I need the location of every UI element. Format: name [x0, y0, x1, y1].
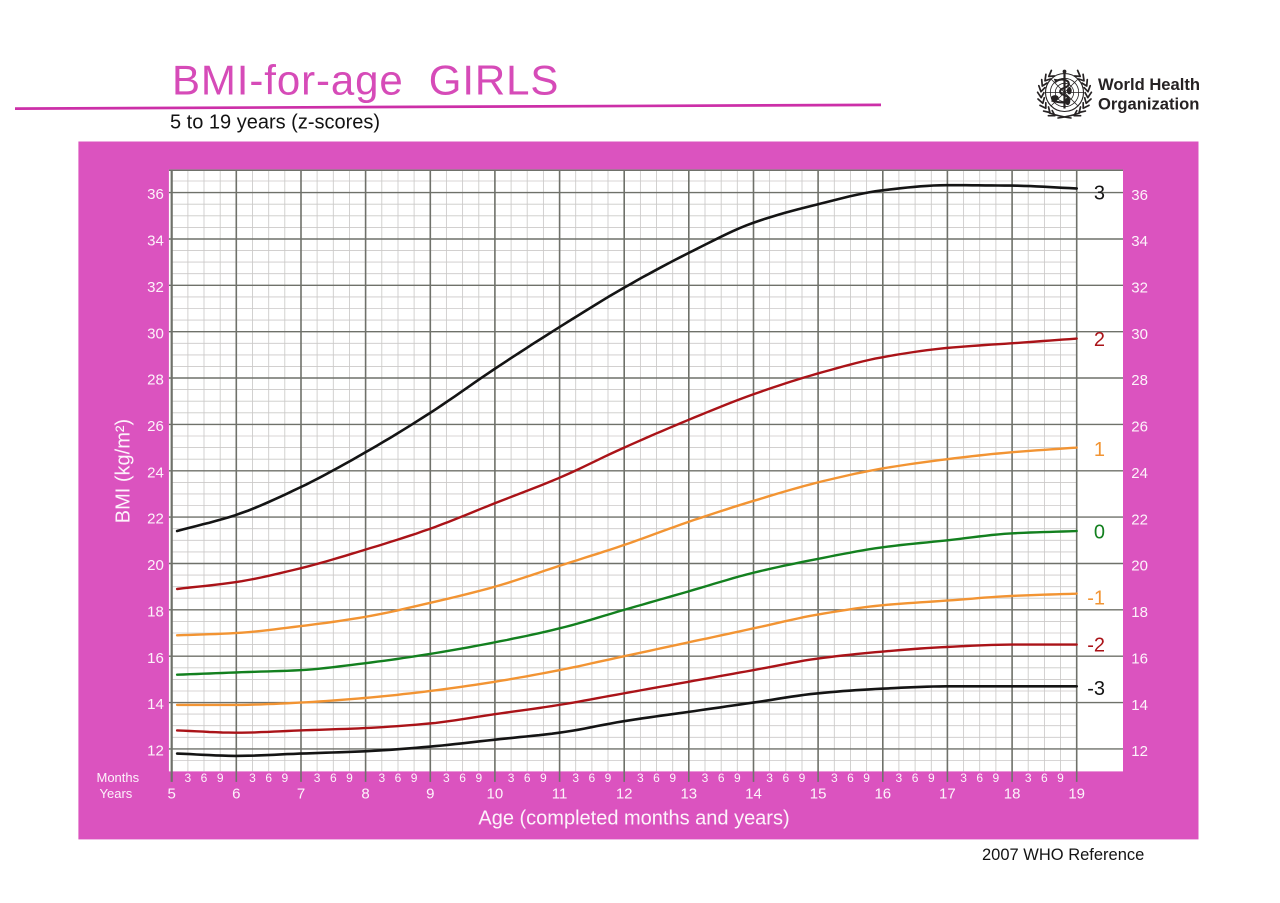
svg-text:3: 3 — [378, 771, 385, 785]
svg-text:9: 9 — [475, 771, 482, 785]
svg-text:8: 8 — [361, 786, 369, 803]
svg-text:2: 2 — [1094, 329, 1105, 351]
svg-text:6: 6 — [589, 771, 596, 785]
svg-text:6: 6 — [524, 771, 531, 785]
svg-text:7: 7 — [297, 786, 305, 803]
svg-text:18: 18 — [147, 603, 164, 620]
svg-text:6: 6 — [330, 771, 337, 785]
svg-text:12: 12 — [147, 742, 164, 759]
svg-text:3: 3 — [896, 771, 903, 785]
svg-text:36: 36 — [147, 186, 164, 203]
svg-text:9: 9 — [993, 771, 1000, 785]
svg-text:14: 14 — [745, 786, 762, 803]
svg-text:14: 14 — [147, 696, 164, 713]
svg-text:18: 18 — [1131, 604, 1148, 621]
svg-text:3: 3 — [702, 771, 709, 785]
svg-text:3: 3 — [508, 771, 515, 785]
svg-text:26: 26 — [1131, 419, 1148, 436]
svg-text:6: 6 — [201, 771, 208, 785]
svg-text:3: 3 — [443, 771, 450, 785]
svg-text:16: 16 — [1131, 650, 1148, 667]
svg-text:3: 3 — [1025, 771, 1032, 785]
svg-text:5 to 19 years (z-scores): 5 to 19 years (z-scores) — [170, 112, 380, 134]
svg-text:9: 9 — [281, 771, 288, 785]
svg-text:17: 17 — [939, 786, 956, 803]
svg-text:24: 24 — [147, 464, 164, 481]
svg-text:12: 12 — [1131, 743, 1148, 760]
svg-text:3: 3 — [1094, 182, 1105, 204]
svg-text:13: 13 — [680, 786, 697, 803]
svg-text:9: 9 — [799, 771, 806, 785]
svg-text:32: 32 — [147, 279, 164, 296]
svg-text:6: 6 — [782, 771, 789, 785]
svg-text:3: 3 — [185, 771, 192, 785]
svg-text:14: 14 — [1131, 697, 1148, 714]
svg-text:6: 6 — [718, 771, 725, 785]
svg-text:3: 3 — [831, 771, 838, 785]
svg-text:6: 6 — [653, 771, 660, 785]
svg-text:Years: Years — [100, 786, 133, 801]
svg-text:9: 9 — [426, 786, 434, 803]
svg-text:9: 9 — [669, 771, 676, 785]
svg-text:20: 20 — [1131, 558, 1148, 575]
svg-text:3: 3 — [572, 771, 579, 785]
svg-text:BMI (kg/m²): BMI (kg/m²) — [113, 419, 135, 523]
svg-text:Age (completed months and year: Age (completed months and years) — [478, 808, 789, 830]
svg-text:6: 6 — [459, 771, 466, 785]
svg-text:6: 6 — [232, 786, 240, 803]
svg-text:3: 3 — [637, 771, 644, 785]
svg-text:0: 0 — [1094, 521, 1105, 543]
svg-text:9: 9 — [1057, 771, 1064, 785]
svg-text:32: 32 — [1131, 279, 1148, 296]
svg-text:18: 18 — [1004, 786, 1021, 803]
svg-text:World Health: World Health — [1098, 75, 1200, 94]
svg-text:15: 15 — [810, 786, 827, 803]
svg-text:24: 24 — [1131, 465, 1148, 482]
svg-text:9: 9 — [928, 771, 935, 785]
svg-text:3: 3 — [766, 771, 773, 785]
svg-text:36: 36 — [1131, 187, 1148, 204]
svg-text:3: 3 — [249, 771, 256, 785]
svg-text:6: 6 — [265, 771, 272, 785]
svg-text:6: 6 — [1041, 771, 1048, 785]
svg-text:26: 26 — [147, 418, 164, 435]
svg-text:11: 11 — [552, 786, 568, 803]
svg-text:6: 6 — [912, 771, 919, 785]
svg-text:6: 6 — [976, 771, 983, 785]
svg-text:Organization: Organization — [1098, 95, 1199, 114]
svg-text:30: 30 — [1131, 326, 1148, 343]
svg-text:9: 9 — [863, 771, 870, 785]
svg-text:20: 20 — [147, 557, 164, 574]
svg-text:9: 9 — [734, 771, 741, 785]
svg-text:12: 12 — [616, 786, 633, 803]
svg-text:6: 6 — [847, 771, 854, 785]
svg-text:-2: -2 — [1087, 634, 1105, 656]
svg-text:34: 34 — [1131, 233, 1148, 250]
svg-text:22: 22 — [147, 511, 164, 528]
svg-text:22: 22 — [1131, 511, 1148, 528]
svg-text:9: 9 — [411, 771, 418, 785]
svg-text:5: 5 — [168, 786, 176, 803]
svg-text:19: 19 — [1068, 786, 1085, 803]
svg-text:2007 WHO Reference: 2007 WHO Reference — [982, 846, 1144, 864]
svg-text:6: 6 — [395, 771, 402, 785]
svg-text:BMI-for-age GIRLS: BMI-for-age GIRLS — [172, 57, 559, 104]
svg-text:1: 1 — [1094, 439, 1105, 461]
svg-text:Months: Months — [97, 770, 140, 785]
svg-text:9: 9 — [605, 771, 612, 785]
svg-text:9: 9 — [217, 771, 224, 785]
svg-text:34: 34 — [147, 233, 164, 250]
svg-text:-3: -3 — [1087, 678, 1105, 700]
svg-text:16: 16 — [147, 650, 164, 667]
svg-text:3: 3 — [314, 771, 321, 785]
svg-text:28: 28 — [147, 372, 164, 389]
svg-text:9: 9 — [346, 771, 353, 785]
svg-text:30: 30 — [147, 325, 164, 342]
svg-text:28: 28 — [1131, 372, 1148, 389]
svg-text:9: 9 — [540, 771, 547, 785]
svg-text:-1: -1 — [1087, 587, 1105, 609]
svg-text:3: 3 — [960, 771, 967, 785]
svg-text:10: 10 — [487, 786, 504, 803]
svg-text:16: 16 — [874, 786, 891, 803]
